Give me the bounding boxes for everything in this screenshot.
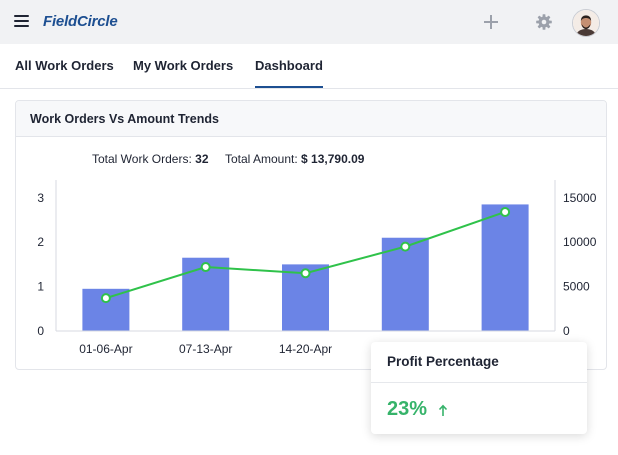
chart-card-title: Work Orders Vs Amount Trends [30, 112, 219, 126]
tab-bar: All Work Orders My Work Orders Dashboard [0, 44, 618, 89]
profit-divider [371, 382, 587, 383]
total-work-orders-label: Total Work Orders: [92, 152, 192, 166]
total-work-orders-value: 32 [195, 152, 209, 166]
tab-all-work-orders[interactable]: All Work Orders [15, 58, 114, 73]
chart-card: Work Orders Vs Amount Trends [15, 100, 607, 370]
total-amount-label: Total Amount: [224, 152, 298, 166]
hamburger-menu-icon[interactable] [14, 15, 29, 27]
profit-percentage-title: Profit Percentage [387, 354, 499, 369]
top-bar: FieldCircle [0, 0, 618, 44]
avatar-image [573, 10, 599, 36]
user-avatar[interactable] [572, 9, 600, 37]
tab-my-work-orders[interactable]: My Work Orders [133, 58, 234, 73]
plus-icon[interactable] [482, 13, 500, 31]
app-logo[interactable]: FieldCircle [43, 13, 118, 30]
trend-up-arrow-icon [438, 404, 448, 416]
chart-totals: Total Work Orders: 32 Total Amount: $ 13… [92, 152, 364, 166]
chart-card-header: Work Orders Vs Amount Trends [16, 101, 606, 137]
profit-percentage-value: 23% [387, 398, 428, 420]
tab-dashboard[interactable]: Dashboard [255, 58, 323, 88]
profit-percentage-card: Profit Percentage 23% [371, 342, 587, 434]
total-amount-value: $ 13,790.09 [301, 152, 365, 166]
gear-icon[interactable] [535, 13, 553, 31]
